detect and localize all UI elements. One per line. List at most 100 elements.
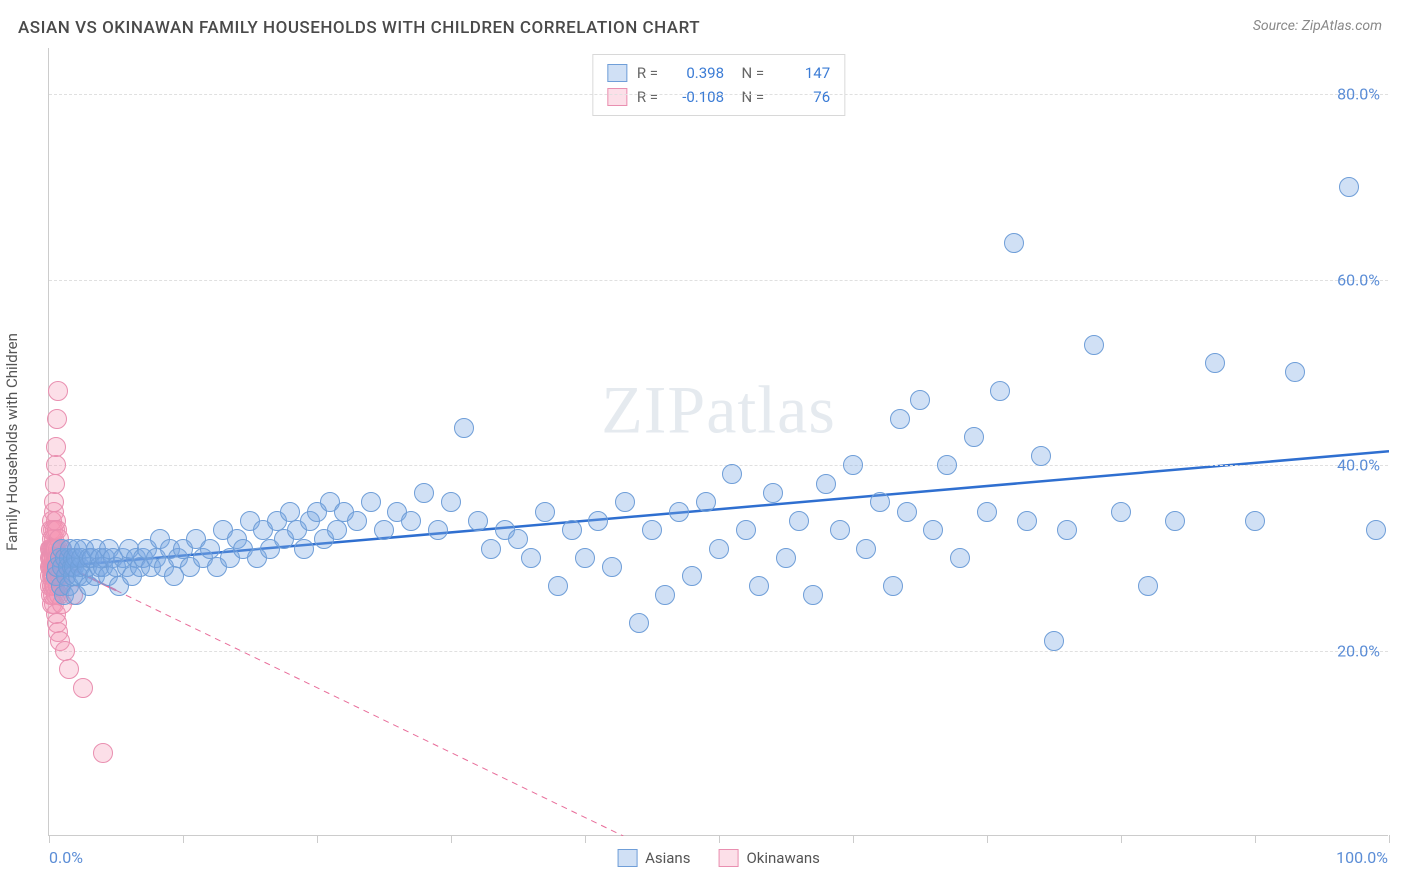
data-point-asians [200,539,220,559]
data-point-asians [910,390,930,410]
data-point-asians [535,502,555,522]
stat-label-n: N = [734,85,764,109]
x-tick [49,835,50,843]
swatch-okinawans-bottom [718,849,738,867]
data-point-asians [843,455,863,475]
legend-row-asians: R = 0.398 N = 147 [607,61,830,85]
data-point-asians [1111,502,1131,522]
x-tick [1255,835,1256,843]
data-point-asians [1245,511,1265,531]
data-point-asians [856,539,876,559]
data-point-asians [950,548,970,568]
y-tick-label: 40.0% [1337,456,1380,475]
data-point-asians [923,520,943,540]
legend-label-asians: Asians [645,849,690,867]
data-point-asians [1057,520,1077,540]
data-point-asians [736,520,756,540]
stat-r-asians: 0.398 [668,61,724,85]
x-axis-min-label: 0.0% [49,848,83,867]
x-tick [1389,835,1390,843]
x-axis-max-label: 100.0% [1336,848,1388,867]
data-point-asians [1366,520,1386,540]
data-point-asians [990,381,1010,401]
watermark: ZIPatlas [601,371,836,450]
data-point-asians [441,492,461,512]
y-tick-label: 60.0% [1337,270,1380,289]
swatch-asians-bottom [617,849,637,867]
x-tick [317,835,318,843]
correlation-legend: R = 0.398 N = 147 R = -0.108 N = 76 [592,54,845,116]
stat-r-okinawans: -0.108 [668,85,724,109]
data-point-asians [897,502,917,522]
swatch-okinawans [607,88,627,106]
data-point-asians [414,483,434,503]
data-point-asians [575,548,595,568]
legend-item-asians: Asians [617,849,690,867]
data-point-asians [401,511,421,531]
data-point-asians [280,502,300,522]
data-point-okinawans [59,659,79,679]
plot-area: ZIPatlas R = 0.398 N = 147 R = -0.108 N … [48,48,1388,836]
data-point-asians [1017,511,1037,531]
data-point-asians [803,585,823,605]
trendline [116,590,623,836]
data-point-asians [870,492,890,512]
x-tick [853,835,854,843]
stat-label-n: N = [734,61,764,85]
data-point-asians [937,455,957,475]
legend-row-okinawans: R = -0.108 N = 76 [607,85,830,109]
data-point-asians [562,520,582,540]
data-point-asians [816,474,836,494]
data-point-asians [294,539,314,559]
data-point-asians [722,464,742,484]
stat-label-r: R = [637,61,658,85]
data-point-asians [890,409,910,429]
data-point-asians [548,576,568,596]
data-point-asians [454,418,474,438]
data-point-asians [468,511,488,531]
data-point-asians [1084,335,1104,355]
data-point-asians [830,520,850,540]
data-point-asians [1138,576,1158,596]
chart-container: Family Households with Children ZIPatlas… [48,48,1388,836]
x-tick [719,835,720,843]
data-point-asians [327,520,347,540]
data-point-asians [709,539,729,559]
stat-n-okinawans: 76 [774,85,830,109]
data-point-okinawans [45,474,65,494]
data-point-okinawans [48,381,68,401]
data-point-asians [763,483,783,503]
data-point-okinawans [93,743,113,763]
data-point-asians [615,492,635,512]
data-point-asians [749,576,769,596]
data-point-asians [428,520,448,540]
stat-n-asians: 147 [774,61,830,85]
data-point-asians [776,548,796,568]
data-point-okinawans [47,409,67,429]
data-point-asians [1004,233,1024,253]
data-point-okinawans [73,678,93,698]
data-point-asians [508,529,528,549]
data-point-asians [977,502,997,522]
data-point-asians [883,576,903,596]
data-point-asians [629,613,649,633]
y-tick-label: 80.0% [1337,85,1380,104]
legend-label-okinawans: Okinawans [746,849,819,867]
y-axis-label: Family Households with Children [3,333,21,551]
data-point-asians [964,427,984,447]
data-point-asians [1285,362,1305,382]
data-point-asians [481,539,501,559]
data-point-okinawans [55,641,75,661]
y-tick-label: 20.0% [1337,641,1380,660]
data-point-asians [588,511,608,531]
data-point-asians [1205,353,1225,373]
swatch-asians [607,64,627,82]
data-point-asians [669,502,689,522]
data-point-asians [1044,631,1064,651]
x-tick [585,835,586,843]
trendlines-svg [49,48,1389,836]
data-point-asians [682,566,702,586]
series-legend: Asians Okinawans [617,849,820,867]
data-point-asians [521,548,541,568]
x-tick [183,835,184,843]
